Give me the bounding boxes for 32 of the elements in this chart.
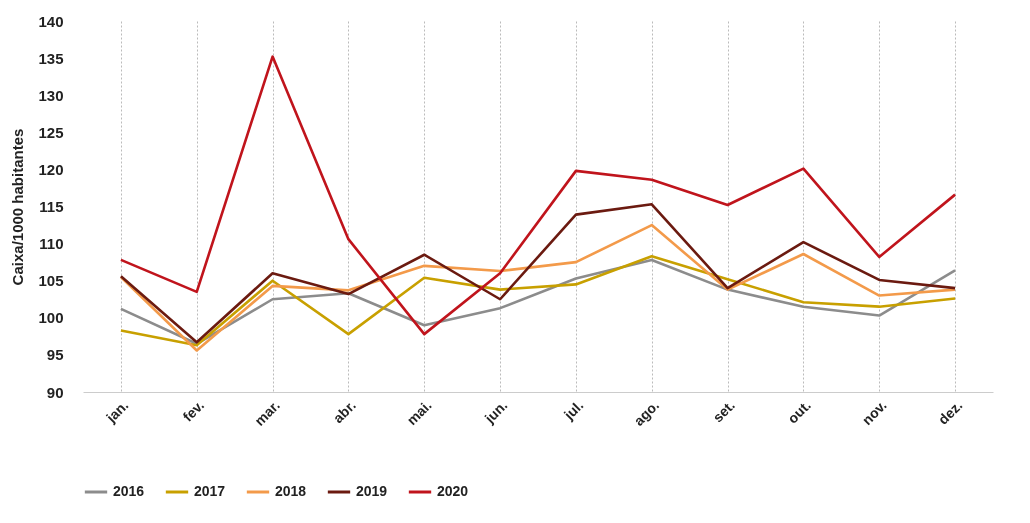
x-tick-label: abr. (329, 397, 359, 427)
x-tick-label: fev. (179, 397, 208, 425)
legend-label: 2016 (113, 483, 145, 499)
y-tick-label: 95 (46, 346, 64, 364)
line-series (119, 202, 957, 344)
legend-label: 2020 (437, 483, 469, 499)
x-tick-label: dez. (934, 397, 966, 428)
line-series (119, 223, 957, 352)
x-tick-label: mai. (403, 397, 435, 429)
line-series (119, 55, 957, 336)
legend-label: 2018 (275, 483, 307, 499)
x-tick-label: set. (709, 397, 738, 426)
x-tick-label: mar. (251, 397, 283, 429)
y-tick-label: 90 (46, 383, 64, 401)
legend-label: 2017 (194, 483, 226, 499)
x-tick-label: jul. (559, 397, 587, 424)
y-tick-label: 130 (38, 86, 64, 104)
y-tick-label: 110 (39, 235, 64, 253)
y-tick-label: 125 (38, 123, 64, 141)
y-tick-label: 140 (38, 12, 64, 30)
legend-label: 2019 (356, 483, 388, 499)
y-tick-label: 115 (39, 198, 64, 215)
x-tick-label: ago. (630, 397, 663, 429)
y-tick-label: 105 (38, 272, 64, 290)
y-axis-title: Caixa/1000 habitantes (9, 128, 27, 286)
x-tick-label: jan. (102, 397, 132, 427)
y-tick-label: 100 (38, 309, 64, 327)
x-tick-label: out. (784, 397, 814, 427)
x-tick-label: jun. (480, 397, 511, 427)
x-tick-label: nov. (858, 397, 890, 429)
y-tick-label: 120 (38, 160, 64, 178)
y-tick-label: 135 (38, 49, 64, 67)
